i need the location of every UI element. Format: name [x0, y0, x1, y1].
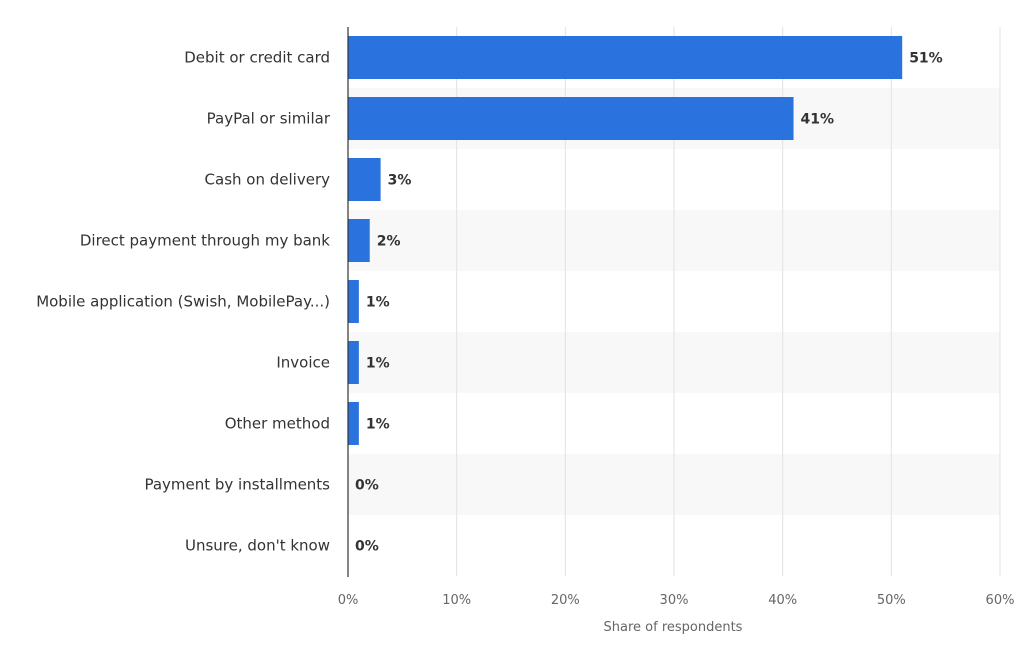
x-axis-title: Share of respondents	[604, 620, 743, 635]
x-tick-label: 30%	[660, 593, 689, 608]
value-label: 2%	[377, 234, 401, 250]
x-tick-label: 50%	[877, 593, 906, 608]
bar[interactable]	[348, 97, 794, 140]
value-label: 1%	[366, 356, 390, 372]
category-label: Mobile application (Swish, MobilePay...)	[36, 293, 330, 311]
bar[interactable]	[348, 402, 359, 445]
x-tick-label: 0%	[338, 593, 359, 608]
x-tick-label: 40%	[768, 593, 797, 608]
value-label: 1%	[366, 417, 390, 433]
category-label: Debit or credit card	[184, 49, 330, 67]
category-label: Cash on delivery	[205, 171, 331, 189]
value-label: 0%	[355, 539, 379, 555]
x-tick-labels: 0% 10% 20% 30% 40% 50% 60%	[338, 593, 1015, 608]
bar[interactable]	[348, 36, 903, 79]
value-label: 3%	[388, 173, 412, 189]
bar[interactable]	[348, 341, 359, 384]
bar[interactable]	[348, 158, 381, 201]
category-label: Payment by installments	[144, 476, 330, 494]
category-label: PayPal or similar	[207, 110, 331, 128]
bar[interactable]	[348, 280, 359, 323]
bar[interactable]	[348, 219, 370, 262]
category-label: Unsure, don't know	[185, 537, 330, 555]
value-label: 41%	[801, 112, 835, 128]
value-labels: 51% 41% 3% 2% 1% 1% 1% 0% 0%	[355, 51, 943, 555]
value-label: 51%	[909, 51, 943, 67]
bars	[348, 36, 903, 445]
value-label: 1%	[366, 295, 390, 311]
category-label: Invoice	[276, 354, 330, 372]
category-label: Direct payment through my bank	[80, 232, 330, 250]
x-tick-label: 60%	[986, 593, 1015, 608]
category-labels: Debit or credit card PayPal or similar Cas…	[36, 49, 331, 555]
x-tick-label: 10%	[442, 593, 471, 608]
category-label: Other method	[225, 415, 330, 433]
value-label: 0%	[355, 478, 379, 494]
x-tick-label: 20%	[551, 593, 580, 608]
